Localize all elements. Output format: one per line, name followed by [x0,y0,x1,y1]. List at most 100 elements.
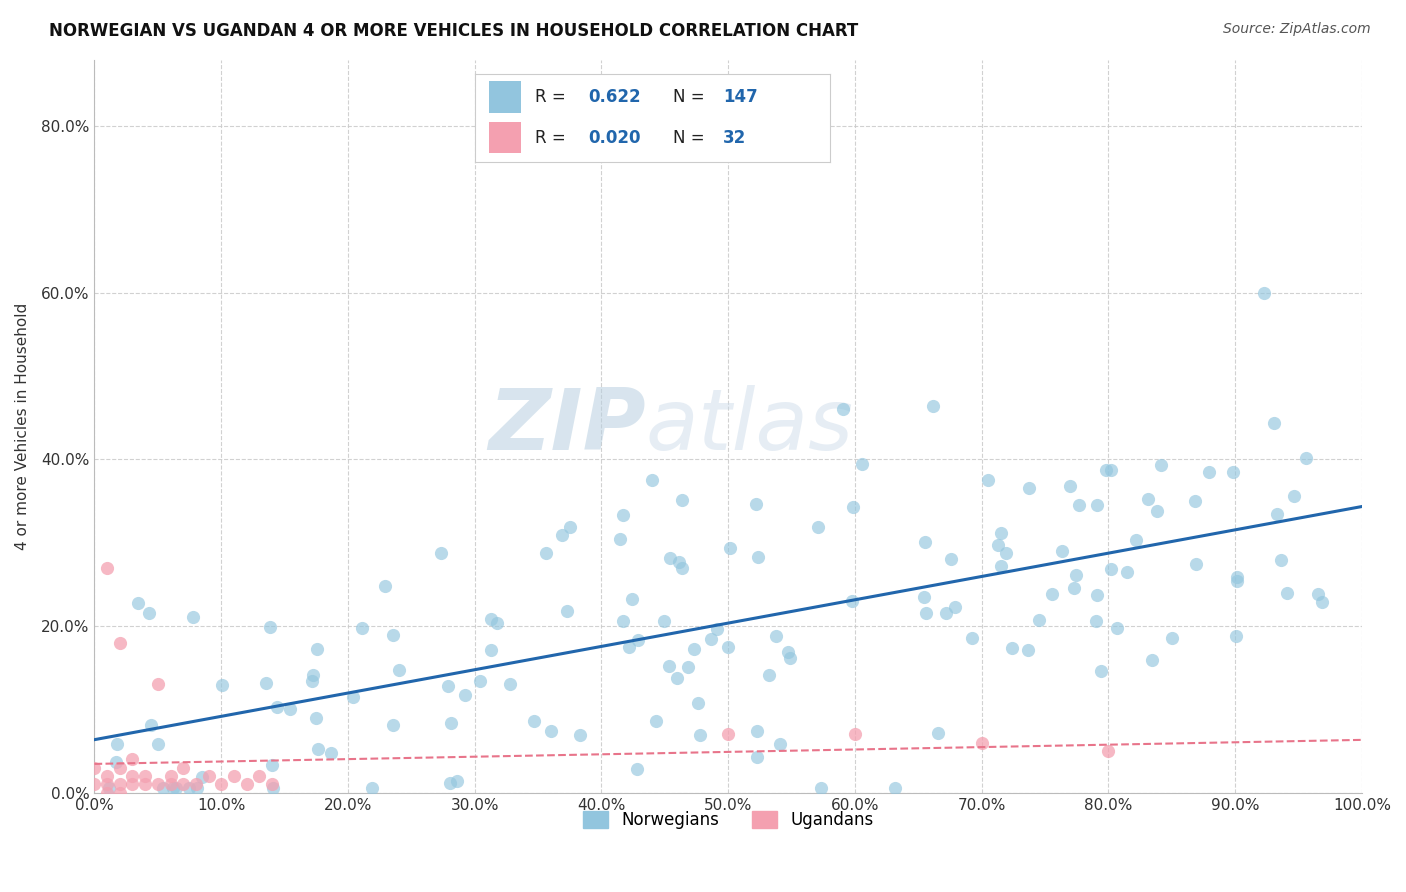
Point [1226,574,1249,588]
Point [1050,544,1073,558]
Text: Source: ZipAtlas.com: Source: ZipAtlas.com [1223,22,1371,37]
Point [134,777,156,791]
Y-axis label: 4 or more Vehicles in Household: 4 or more Vehicles in Household [15,302,30,549]
Point [1150,458,1173,472]
Point [627,632,650,647]
Point [1253,286,1275,301]
Point [382,628,405,642]
Point [987,538,1010,552]
Point [934,606,956,620]
Text: ZIP: ZIP [488,384,645,467]
Point [717,640,740,654]
Point [374,579,396,593]
Point [191,770,214,784]
Point [626,762,648,776]
Point [388,664,411,678]
Point [990,525,1012,540]
Point [1017,642,1039,657]
Point [260,777,283,791]
Point [96,786,118,800]
Point [717,727,740,741]
Point [307,641,329,656]
Point [970,736,993,750]
Point [671,492,693,507]
Point [851,458,873,472]
Point [350,621,373,635]
Point [247,769,270,783]
Point [689,728,711,742]
Point [1282,489,1305,503]
Point [1085,588,1108,602]
Point [1225,569,1247,583]
Point [121,769,143,783]
Point [172,761,194,775]
Point [1099,463,1122,477]
Point [262,781,284,796]
Point [612,614,634,628]
Point [105,755,128,769]
Point [446,773,468,788]
Point [301,674,323,689]
Point [960,631,983,645]
Point [912,590,935,604]
Point [658,658,681,673]
Point [620,591,643,606]
Point [499,677,522,691]
Legend: Norwegians, Ugandans: Norwegians, Ugandans [576,804,880,836]
Point [342,690,364,705]
Point [534,546,557,560]
Point [1097,744,1119,758]
Point [259,620,281,634]
Point [668,555,690,569]
Point [83,777,105,791]
Point [1146,504,1168,518]
Point [922,399,945,413]
Point [1222,465,1244,479]
Point [1040,587,1063,601]
Point [1090,664,1112,678]
Point [779,650,801,665]
Point [1142,653,1164,667]
Point [127,596,149,610]
Point [222,769,245,783]
Point [301,668,323,682]
Point [676,659,699,673]
Point [682,642,704,657]
Point [765,629,787,643]
Point [1184,494,1206,508]
Point [305,711,328,725]
Point [550,527,572,541]
Point [945,599,967,614]
Point [307,742,329,756]
Point [134,769,156,783]
Point [209,777,232,791]
Point [658,550,681,565]
Point [747,724,769,739]
Text: NORWEGIAN VS UGANDAN 4 OR MORE VEHICLES IN HOUSEHOLD CORRELATION CHART: NORWEGIAN VS UGANDAN 4 OR MORE VEHICLES … [49,22,859,40]
Point [235,777,257,791]
Point [617,640,640,655]
Point [141,718,163,732]
Point [1225,629,1247,643]
Point [159,769,181,783]
Point [612,508,634,522]
Point [97,781,120,796]
Point [138,606,160,620]
Point [321,747,343,761]
Point [177,781,200,796]
Point [429,546,451,560]
Point [688,697,710,711]
Point [1018,481,1040,495]
Point [479,643,502,657]
Point [1308,587,1330,601]
Point [1028,614,1050,628]
Point [1063,581,1085,595]
Point [747,549,769,564]
Point [555,604,578,618]
Point [361,781,384,796]
Point [105,737,128,751]
Point [778,645,800,659]
Point [1094,463,1116,477]
Point [994,546,1017,560]
Point [1198,465,1220,479]
